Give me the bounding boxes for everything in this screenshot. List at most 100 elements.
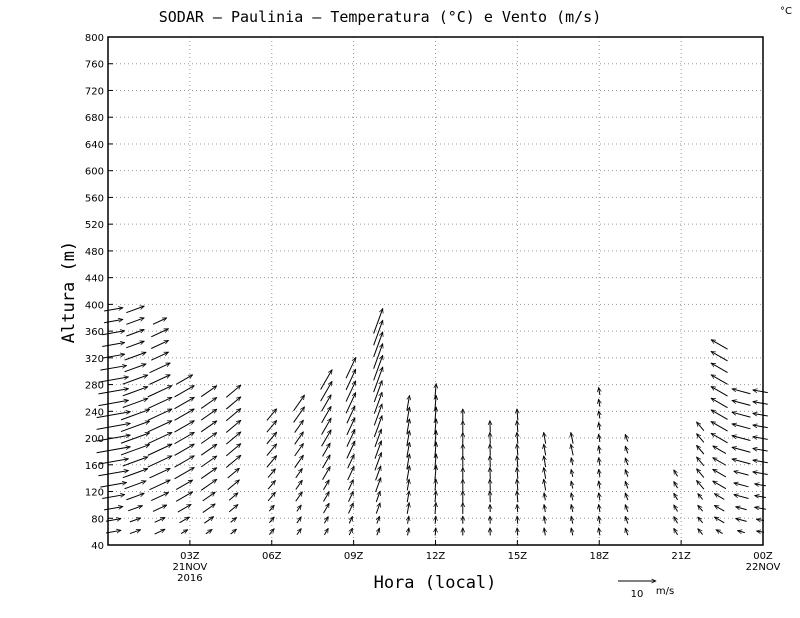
wind-arrow <box>175 479 192 491</box>
wind-arrow <box>266 409 277 421</box>
wind-arrow <box>321 418 332 435</box>
wind-arrow <box>435 407 436 423</box>
wind-arrow <box>323 503 330 514</box>
reference-vector-value: 10 <box>631 589 644 600</box>
x-tick-year: 2016 <box>177 573 202 584</box>
wind-arrow <box>544 468 546 479</box>
chart-title: SODAR – Paulinia – Temperatura (°C) e Ve… <box>159 8 602 26</box>
wind-arrow <box>122 387 148 397</box>
wind-arrow <box>96 447 131 454</box>
wind-arrow <box>753 460 768 464</box>
wind-arrow <box>697 445 705 455</box>
wind-arrow <box>736 507 747 511</box>
wind-arrow <box>225 432 241 445</box>
wind-arrow <box>174 443 195 456</box>
wind-arrow <box>322 467 331 480</box>
wind-arrow <box>407 503 409 514</box>
wind-arrow <box>711 397 728 409</box>
wind-arrow <box>267 480 275 490</box>
wind-arrow <box>625 434 628 442</box>
y-tick-label: 200 <box>85 434 104 445</box>
wind-arrow <box>374 429 381 448</box>
wind-arrow <box>147 408 172 421</box>
wind-arrow <box>345 358 357 379</box>
wind-arrow <box>104 507 123 511</box>
wind-arrow <box>732 459 751 465</box>
wind-arrow <box>294 455 304 468</box>
wind-arrow <box>345 393 357 414</box>
wind-arrow <box>267 469 275 478</box>
wind-arrow <box>322 455 331 469</box>
wind-arrow <box>149 467 171 479</box>
wind-arrow <box>295 480 303 490</box>
wind-arrow <box>296 517 301 524</box>
wind-arrow <box>200 456 217 468</box>
wind-arrow <box>230 529 237 535</box>
wind-arrow <box>98 471 128 477</box>
wind-arrow <box>373 367 383 393</box>
wind-arrow <box>753 425 768 429</box>
wind-arrow <box>711 386 728 397</box>
x-tick-label: 09Z <box>344 551 364 562</box>
wind-arrow <box>673 517 678 524</box>
wind-arrow <box>151 328 168 338</box>
y-tick-label: 560 <box>85 193 104 204</box>
wind-arrow <box>599 516 600 524</box>
wind-arrow <box>225 409 241 422</box>
wind-arrow <box>126 306 144 314</box>
wind-arrow <box>154 528 165 535</box>
wind-arrow <box>599 493 600 501</box>
y-tick-label: 600 <box>85 167 104 178</box>
wind-arrow <box>406 407 410 423</box>
wind-arrow <box>122 398 148 408</box>
x-tick-label: 12Z <box>426 551 446 562</box>
wind-arrow <box>147 443 172 456</box>
wind-arrow <box>323 492 330 502</box>
wind-arrow <box>753 472 768 475</box>
wind-arrow <box>266 444 277 456</box>
wind-arrow <box>599 399 600 407</box>
wind-arrow <box>406 431 410 446</box>
wind-arrow <box>697 480 705 490</box>
wind-arrow <box>599 458 600 466</box>
wind-arrow <box>293 395 305 412</box>
wind-arrow <box>755 507 766 509</box>
wind-arrow <box>571 444 573 456</box>
wind-arrow <box>346 429 356 447</box>
wind-arrow <box>571 481 573 489</box>
wind-arrow <box>673 482 678 489</box>
wind-arrow <box>322 443 331 457</box>
wind-arrow <box>268 529 274 535</box>
y-tick-label: 160 <box>85 461 104 472</box>
wind-arrow <box>755 484 766 486</box>
wind-arrow <box>348 480 354 491</box>
wind-arrow <box>673 470 678 477</box>
wind-arrow <box>673 505 678 512</box>
wind-arrow <box>151 351 168 361</box>
y-tick-label: 520 <box>85 220 104 231</box>
wind-arrow <box>732 436 751 441</box>
wind-arrow <box>571 528 573 536</box>
wind-arrow <box>174 431 195 445</box>
wind-arrow <box>435 454 436 470</box>
wind-arrow <box>713 457 727 466</box>
wind-arrow <box>753 413 768 417</box>
wind-arrow <box>120 433 150 444</box>
wind-vectors <box>96 306 768 536</box>
wind-arrow <box>517 528 518 536</box>
wind-arrow <box>713 480 727 490</box>
wind-arrow <box>406 395 410 411</box>
wind-arrow <box>147 420 172 433</box>
wind-arrow <box>377 528 380 536</box>
wind-arrow <box>96 423 131 430</box>
y-tick-label: 640 <box>85 140 104 151</box>
wind-arrow <box>98 400 128 407</box>
y-tick-label: 120 <box>85 488 104 499</box>
wind-arrow <box>228 505 238 513</box>
wind-arrow <box>544 493 545 501</box>
wind-arrow <box>571 469 573 477</box>
wind-arrow <box>321 406 332 424</box>
wind-arrow <box>734 471 749 476</box>
wind-arrow <box>698 505 704 512</box>
